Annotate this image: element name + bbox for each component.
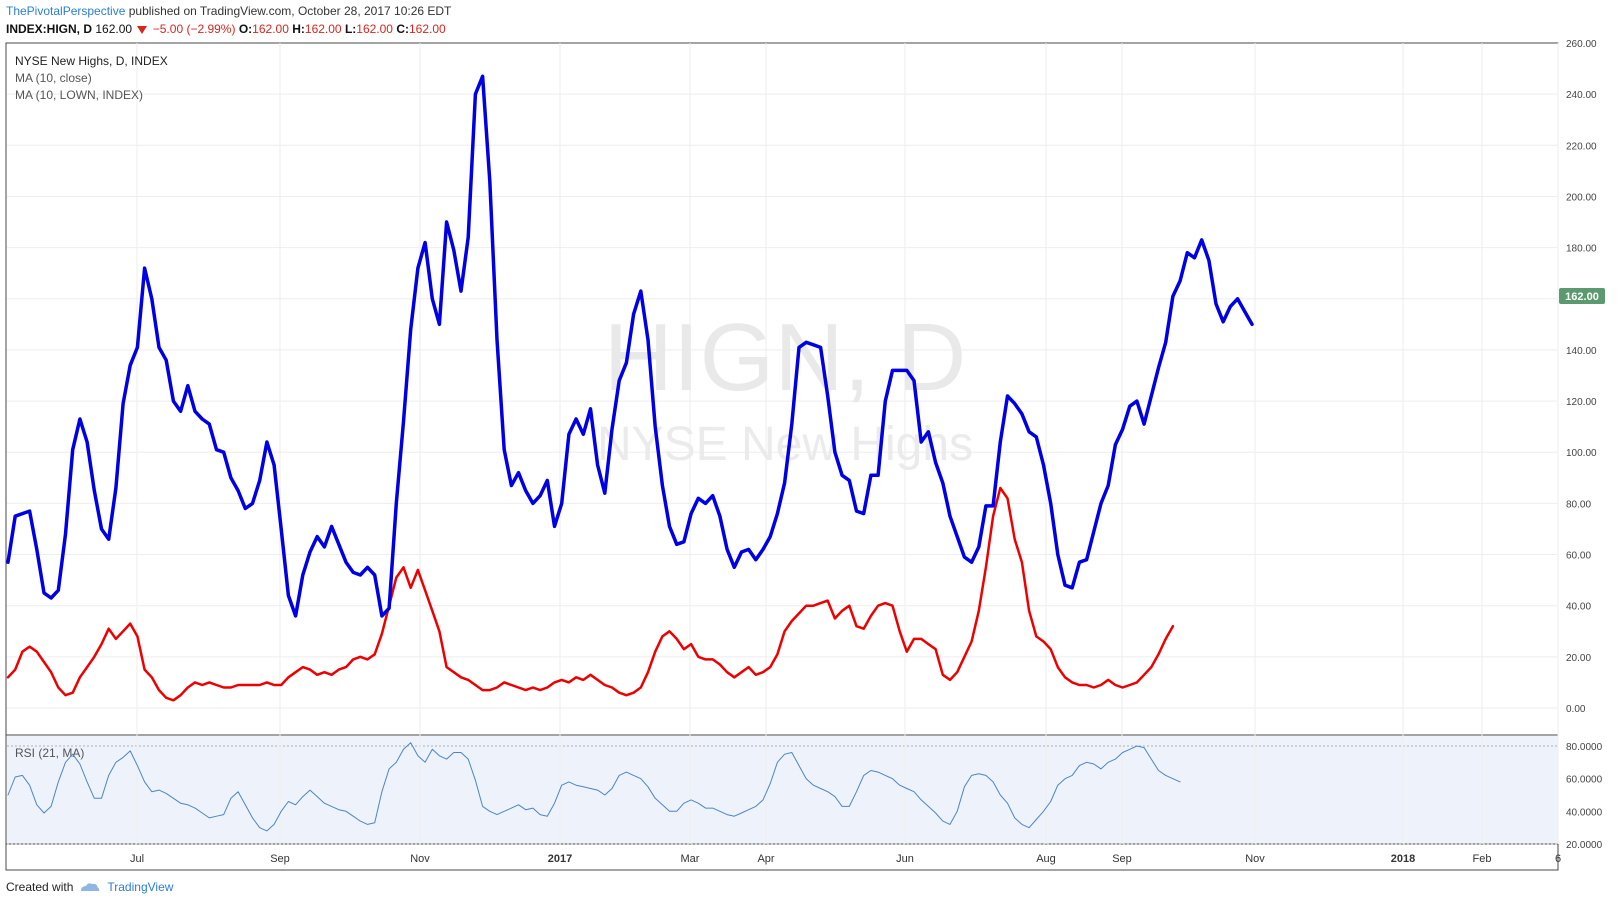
time-axis-tick: Jul bbox=[130, 853, 144, 865]
rsi-axis-tick: 60.0000 bbox=[1566, 775, 1603, 786]
rsi-axis-tick: 20.0000 bbox=[1566, 840, 1603, 851]
price-axis-tick: 20.00 bbox=[1566, 653, 1591, 664]
low-value: 162.00 bbox=[356, 22, 393, 36]
price-axis-tick: 40.00 bbox=[1566, 602, 1591, 613]
created-with-text: Created with bbox=[6, 880, 74, 894]
price-axis-tick: 200.00 bbox=[1566, 192, 1597, 203]
watermark: HIGN, D NYSE New Highs bbox=[597, 304, 973, 471]
price-tag-text: 162.00 bbox=[1565, 291, 1599, 303]
watermark-symbol: HIGN, D bbox=[604, 304, 967, 411]
price-axis: 0.00 20.00 40.00 60.00 80.00 100.00 120.00 140.… bbox=[1566, 39, 1597, 715]
price-axis-tick: 220.00 bbox=[1566, 141, 1597, 152]
grid-lines bbox=[7, 43, 1559, 845]
price-axis-tick: 120.00 bbox=[1566, 397, 1597, 408]
new-highs-ma-line bbox=[6, 74, 1254, 618]
rsi-legend-entry: RSI (21, MA) bbox=[15, 746, 84, 760]
time-axis-tick: Jun bbox=[896, 853, 914, 865]
time-axis: Jul Sep Nov 2017 Mar Apr Jun Aug Sep Nov 2018 Feb 6 bbox=[130, 853, 1561, 865]
open-value: 162.00 bbox=[252, 22, 289, 36]
price-axis-tick: 240.00 bbox=[1566, 90, 1597, 101]
time-axis-tick: Apr bbox=[757, 853, 774, 865]
published-text: published on TradingView.com, October 28… bbox=[128, 4, 452, 18]
last-price: 162.00 bbox=[95, 22, 133, 36]
rsi-axis-tick: 80.0000 bbox=[1566, 742, 1603, 753]
price-axis-tick: 100.00 bbox=[1566, 448, 1597, 459]
down-triangle-icon bbox=[137, 25, 148, 34]
open-label: O: bbox=[238, 22, 253, 36]
time-axis-tick: Sep bbox=[270, 853, 290, 865]
time-axis-tick: Sep bbox=[1112, 853, 1132, 865]
time-axis-tick: Aug bbox=[1036, 853, 1056, 865]
time-axis-tick: 2017 bbox=[548, 853, 572, 865]
high-label: H: bbox=[292, 22, 305, 36]
lown-ma-line bbox=[6, 486, 1175, 702]
price-change: −5.00 (−2.99%) bbox=[152, 22, 236, 36]
chart-legend: NYSE New Highs, D, INDEX MA (10, close) MA… bbox=[15, 54, 168, 760]
price-axis-tick: 60.00 bbox=[1566, 551, 1591, 562]
rsi-axis-tick: 40.0000 bbox=[1566, 807, 1603, 818]
series-layer bbox=[6, 74, 1254, 832]
rsi-panel-background bbox=[7, 736, 1558, 844]
time-axis-tick: Feb bbox=[1473, 853, 1492, 865]
symbol-label[interactable]: INDEX:HIGN, D bbox=[6, 22, 93, 36]
price-axis-tick: 260.00 bbox=[1566, 39, 1597, 50]
symbol-quote-bar: INDEX:HIGN, D 162.00 −5.00 (−2.99%) O:16… bbox=[6, 22, 446, 36]
low-label: L: bbox=[344, 22, 357, 36]
rsi-axis: 20.0000 40.0000 60.0000 80.0000 bbox=[1566, 742, 1603, 851]
price-axis-tick: 180.00 bbox=[1566, 244, 1597, 255]
close-label: C: bbox=[396, 22, 409, 36]
legend-entry: NYSE New Highs, D, INDEX bbox=[15, 54, 168, 68]
time-axis-tick: 6 bbox=[1555, 853, 1561, 865]
price-tag-bg bbox=[1559, 288, 1605, 304]
close-value: 162.00 bbox=[408, 22, 446, 36]
last-price-tag: 162.00 bbox=[1559, 288, 1605, 304]
time-axis-tick: Nov bbox=[410, 853, 430, 865]
tradingview-brand-link[interactable]: TradingView bbox=[107, 880, 174, 894]
price-axis-tick: 140.00 bbox=[1566, 346, 1597, 357]
tradingview-logo-icon bbox=[81, 883, 100, 891]
legend-entry: MA (10, LOWN, INDEX) bbox=[15, 88, 143, 102]
time-axis-tick: Nov bbox=[1245, 853, 1265, 865]
high-value: 162.00 bbox=[304, 22, 342, 36]
watermark-name: NYSE New Highs bbox=[597, 418, 973, 471]
time-axis-tick: Mar bbox=[681, 853, 700, 865]
footer: Created with TradingView bbox=[6, 880, 173, 894]
legend-entry: MA (10, close) bbox=[15, 71, 92, 85]
time-axis-tick: 2018 bbox=[1391, 853, 1415, 865]
published-line: ThePivotalPerspective published on Tradi… bbox=[6, 4, 451, 18]
rsi-line bbox=[7, 742, 1181, 832]
price-axis-tick: 0.00 bbox=[1566, 704, 1586, 715]
price-axis-tick: 80.00 bbox=[1566, 499, 1591, 510]
author-link[interactable]: ThePivotalPerspective bbox=[6, 4, 126, 18]
